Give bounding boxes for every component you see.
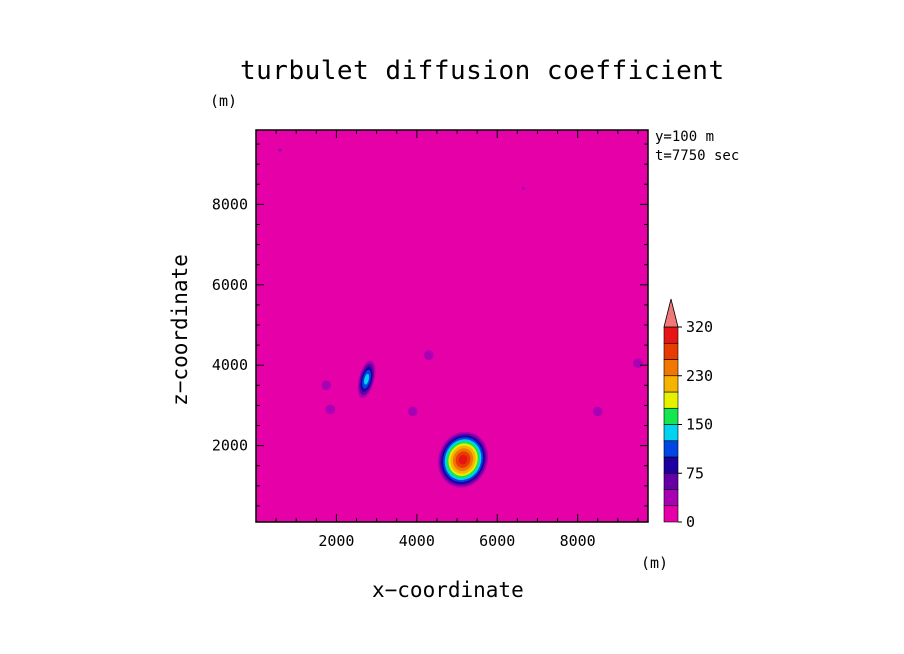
colorbar-tick-label: 320 <box>686 318 713 336</box>
colorbar: 0 75 150 230 320 <box>663 298 713 531</box>
x-axis-unit: (m) <box>641 554 669 572</box>
colorbar-band-50 <box>663 472 679 490</box>
contour-band-feature-4-level-25 <box>424 350 434 360</box>
contour-field <box>278 148 643 488</box>
colorbar-band-150 <box>663 407 679 425</box>
x-axis-label: x−coordinate <box>372 578 524 602</box>
contour-band-feature-9-level-25 <box>278 148 282 152</box>
contour-band-feature-8-level-25 <box>521 186 525 190</box>
x-tick-label: 4000 <box>399 532 435 550</box>
colorbar-tick-label: 150 <box>686 416 713 434</box>
contour-band-feature-1-level-125 <box>364 373 370 385</box>
colorbar-band-260 <box>663 342 679 360</box>
colorbar-band-125 <box>663 424 679 442</box>
colorbar-tick-label: 230 <box>686 367 713 385</box>
colorbar-extend-arrow <box>663 298 679 328</box>
colorbar-band-25 <box>663 489 679 507</box>
colorbar-band-175 <box>663 391 679 409</box>
plot-frame <box>255 129 649 523</box>
y-axis-unit: (m) <box>210 92 238 110</box>
contour-band-feature-3-level-25 <box>325 404 336 415</box>
plot-border <box>255 129 649 523</box>
x-tick-label: 2000 <box>318 532 354 550</box>
colorbar-band-200 <box>663 375 679 393</box>
colorbar-band-75 <box>663 456 679 474</box>
y-tick-label: 6000 <box>212 276 248 294</box>
y-tick-label: 4000 <box>212 356 248 374</box>
x-tick-label: 6000 <box>479 532 515 550</box>
colorbar-band-100 <box>663 440 679 458</box>
axis-ticks: 2000 4000 6000 8000 2000 4000 6000 8000 <box>212 130 648 550</box>
colorbar-band-0 <box>663 505 679 523</box>
chart-title: turbulet diffusion coefficient <box>240 56 725 86</box>
y-tick-label: 8000 <box>212 195 248 213</box>
colorbar-band-230 <box>663 359 679 377</box>
colorbar-tick-label: 0 <box>686 513 695 531</box>
contour-band-feature-6-level-25 <box>592 406 603 417</box>
x-tick-label: 8000 <box>560 532 596 550</box>
colorbar-band-290 <box>663 326 679 344</box>
annotation-time: t=7750 sec <box>655 148 740 164</box>
contour-band-feature-0-level-290 <box>458 454 468 465</box>
annotation-y-position: y=100 m <box>655 129 715 145</box>
contour-band-feature-2-level-25 <box>321 380 332 391</box>
y-tick-label: 2000 <box>212 437 248 455</box>
contour-band-feature-7-level-25 <box>407 406 418 417</box>
colorbar-tick-label: 75 <box>686 464 704 482</box>
